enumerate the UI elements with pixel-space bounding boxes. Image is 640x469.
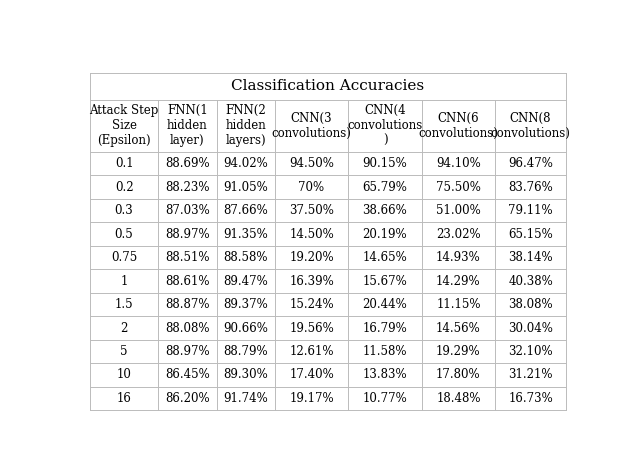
- Text: 19.29%: 19.29%: [436, 345, 481, 358]
- Text: 88.61%: 88.61%: [165, 274, 210, 287]
- Text: 16.73%: 16.73%: [508, 392, 553, 405]
- Text: 0.75: 0.75: [111, 251, 137, 264]
- Text: 12.61%: 12.61%: [289, 345, 334, 358]
- Text: 88.69%: 88.69%: [165, 157, 210, 170]
- Text: 88.23%: 88.23%: [165, 181, 210, 194]
- Text: 88.79%: 88.79%: [223, 345, 268, 358]
- Text: 20.19%: 20.19%: [363, 227, 407, 241]
- Text: 10.77%: 10.77%: [363, 392, 408, 405]
- Text: 17.40%: 17.40%: [289, 369, 334, 381]
- Text: 14.65%: 14.65%: [363, 251, 408, 264]
- Text: 1.5: 1.5: [115, 298, 133, 311]
- Text: 38.08%: 38.08%: [508, 298, 553, 311]
- Text: 91.74%: 91.74%: [223, 392, 268, 405]
- Text: 20.44%: 20.44%: [363, 298, 408, 311]
- Text: FNN(2
hidden
layers): FNN(2 hidden layers): [225, 104, 266, 147]
- Text: 38.14%: 38.14%: [508, 251, 553, 264]
- Text: 86.45%: 86.45%: [165, 369, 210, 381]
- Text: 0.1: 0.1: [115, 157, 133, 170]
- Text: 14.29%: 14.29%: [436, 274, 481, 287]
- Text: CNN(3
convolutions): CNN(3 convolutions): [271, 112, 351, 140]
- Text: 88.08%: 88.08%: [165, 322, 210, 334]
- Text: 37.50%: 37.50%: [289, 204, 334, 217]
- Text: 0.2: 0.2: [115, 181, 133, 194]
- Text: 88.51%: 88.51%: [165, 251, 210, 264]
- Text: 32.10%: 32.10%: [508, 345, 553, 358]
- Text: 10: 10: [116, 369, 132, 381]
- Text: 15.67%: 15.67%: [363, 274, 408, 287]
- Text: FNN(1
hidden
layer): FNN(1 hidden layer): [167, 104, 208, 147]
- Text: 1: 1: [120, 274, 128, 287]
- Text: 91.35%: 91.35%: [223, 227, 268, 241]
- Text: CNN(8
convolutions): CNN(8 convolutions): [491, 112, 570, 140]
- Text: 88.97%: 88.97%: [165, 227, 210, 241]
- Text: 14.93%: 14.93%: [436, 251, 481, 264]
- Text: 75.50%: 75.50%: [436, 181, 481, 194]
- Text: 88.58%: 88.58%: [223, 251, 268, 264]
- Text: CNN(6
convolutions): CNN(6 convolutions): [419, 112, 499, 140]
- Text: 14.56%: 14.56%: [436, 322, 481, 334]
- Text: 0.3: 0.3: [115, 204, 134, 217]
- Text: 40.38%: 40.38%: [508, 274, 553, 287]
- Text: 94.02%: 94.02%: [223, 157, 268, 170]
- Text: 86.20%: 86.20%: [165, 392, 210, 405]
- Text: 70%: 70%: [298, 181, 324, 194]
- Text: 88.87%: 88.87%: [165, 298, 210, 311]
- Text: 15.24%: 15.24%: [289, 298, 334, 311]
- Text: 83.76%: 83.76%: [508, 181, 553, 194]
- Text: 89.47%: 89.47%: [223, 274, 268, 287]
- Text: 38.66%: 38.66%: [363, 204, 408, 217]
- Text: 88.97%: 88.97%: [165, 345, 210, 358]
- Text: 2: 2: [120, 322, 128, 334]
- Text: 16.39%: 16.39%: [289, 274, 334, 287]
- Text: 91.05%: 91.05%: [223, 181, 268, 194]
- Text: 0.5: 0.5: [115, 227, 134, 241]
- Text: CNN(4
convolutions
): CNN(4 convolutions ): [348, 104, 422, 147]
- Text: 19.17%: 19.17%: [289, 392, 334, 405]
- Text: 90.15%: 90.15%: [363, 157, 408, 170]
- Text: 18.48%: 18.48%: [436, 392, 481, 405]
- Text: 96.47%: 96.47%: [508, 157, 553, 170]
- Text: 14.50%: 14.50%: [289, 227, 334, 241]
- Text: Attack Step
Size
(Epsilon): Attack Step Size (Epsilon): [90, 104, 159, 147]
- Text: 90.66%: 90.66%: [223, 322, 268, 334]
- Text: 30.04%: 30.04%: [508, 322, 553, 334]
- Text: 89.30%: 89.30%: [223, 369, 268, 381]
- Text: 23.02%: 23.02%: [436, 227, 481, 241]
- Text: 51.00%: 51.00%: [436, 204, 481, 217]
- Text: 31.21%: 31.21%: [508, 369, 553, 381]
- Text: 94.50%: 94.50%: [289, 157, 334, 170]
- Text: 5: 5: [120, 345, 128, 358]
- Text: 13.83%: 13.83%: [363, 369, 407, 381]
- Text: 17.80%: 17.80%: [436, 369, 481, 381]
- Text: 65.79%: 65.79%: [362, 181, 408, 194]
- Text: 16.79%: 16.79%: [363, 322, 408, 334]
- Text: 65.15%: 65.15%: [508, 227, 553, 241]
- Text: 11.15%: 11.15%: [436, 298, 481, 311]
- Text: 89.37%: 89.37%: [223, 298, 268, 311]
- Text: 19.56%: 19.56%: [289, 322, 334, 334]
- Text: 16: 16: [116, 392, 132, 405]
- Text: 87.66%: 87.66%: [223, 204, 268, 217]
- Text: 79.11%: 79.11%: [508, 204, 553, 217]
- Text: 19.20%: 19.20%: [289, 251, 334, 264]
- Text: 87.03%: 87.03%: [165, 204, 210, 217]
- Text: 11.58%: 11.58%: [363, 345, 407, 358]
- Text: Classification Accuracies: Classification Accuracies: [232, 79, 424, 93]
- Text: 94.10%: 94.10%: [436, 157, 481, 170]
